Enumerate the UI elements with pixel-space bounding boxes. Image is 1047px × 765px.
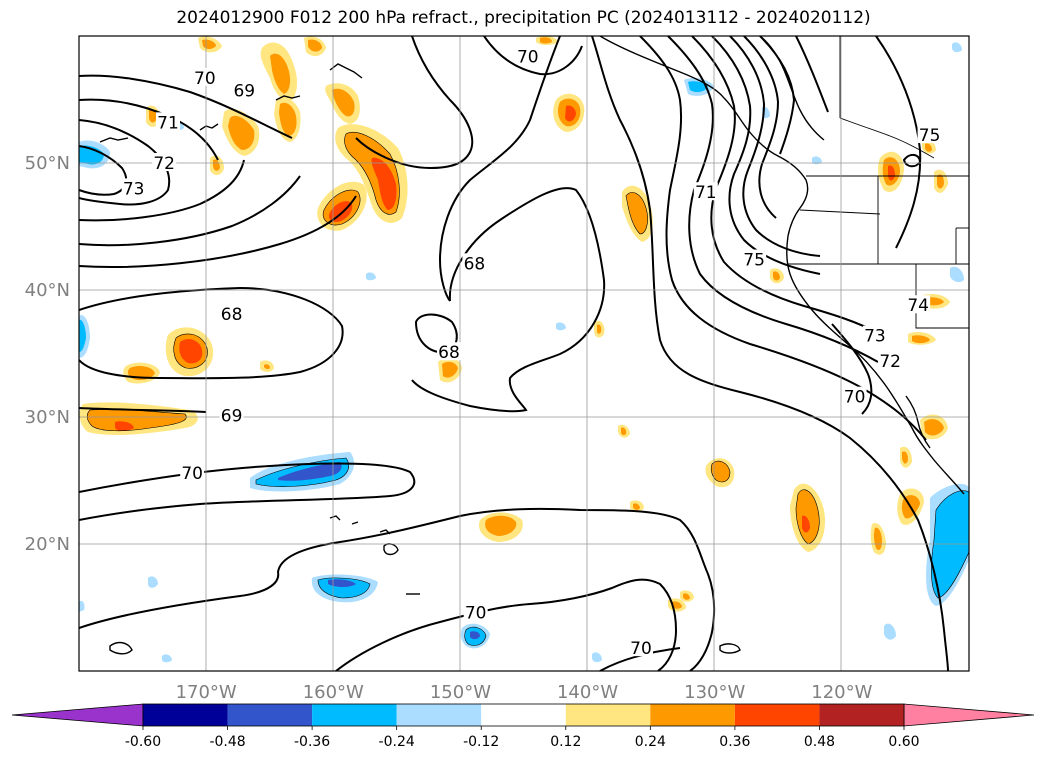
contour-label-background xyxy=(842,386,867,405)
contour-label-background xyxy=(515,46,540,65)
colorbar: -0.60 -0.48 -0.36 -0.24 -0.12 0.12 0.24 0.36 0.4… xyxy=(11,703,1035,750)
contour-value-label: 71 xyxy=(695,183,717,203)
contour-label-background xyxy=(463,602,488,621)
contour-value-label: 68 xyxy=(464,254,486,274)
colorbar-tick-label: -0.24 xyxy=(379,734,415,750)
contour-label-background xyxy=(232,80,257,99)
contour-label-background xyxy=(906,295,931,314)
contour-label-background xyxy=(917,125,942,144)
colorbar-segment xyxy=(396,704,482,726)
latitude-label: 20°N xyxy=(25,534,70,555)
colorbar-extend-low xyxy=(11,703,144,727)
contour-value-label: 75 xyxy=(743,251,765,271)
longitude-label: 150°W xyxy=(430,682,491,703)
contour-label-background xyxy=(219,405,244,424)
contour-value-label: 70 xyxy=(844,388,866,408)
map-frame xyxy=(78,35,970,672)
contour-value-label: 69 xyxy=(233,82,255,102)
colorbar-segment xyxy=(481,704,566,726)
contour-value-label: 70 xyxy=(181,464,203,484)
contour-value-label: 71 xyxy=(157,113,179,133)
longitude-label: 140°W xyxy=(557,682,618,703)
colorbar-tick-label: -0.36 xyxy=(294,734,330,750)
colorbar-segment xyxy=(734,704,820,726)
longitude-label: 130°W xyxy=(684,682,745,703)
longitude-label: 120°W xyxy=(811,682,872,703)
plot-title: 2024012900 F012 200 hPa refract., precip… xyxy=(176,8,871,28)
contour-label-background xyxy=(436,342,461,361)
colorbar-segment xyxy=(227,704,313,726)
longitude-label: 170°W xyxy=(176,682,237,703)
colorbar-segment xyxy=(565,704,651,726)
longitude-tick-labels: 170°W 160°W 150°W 140°W 130°W 120°W xyxy=(176,682,873,703)
contour-label-background xyxy=(219,304,244,323)
contour-value-label: 70 xyxy=(517,47,539,67)
contour-value-label: 70 xyxy=(465,604,487,624)
contour-value-label: 72 xyxy=(879,352,901,372)
contour-value-label: 75 xyxy=(919,126,941,146)
colorbar-tick-label: 0.60 xyxy=(888,734,919,750)
contour-label-background xyxy=(121,178,146,197)
contour-label-background xyxy=(628,638,653,657)
contour-value-label: 73 xyxy=(123,179,145,199)
colorbar-segment xyxy=(819,704,904,726)
colorbar-segment xyxy=(143,704,228,726)
colorbar-extend-high xyxy=(903,703,1035,727)
contour-value-label: 73 xyxy=(864,327,886,347)
contour-value-label: 70 xyxy=(194,69,216,89)
colorbar-tick-label: 0.24 xyxy=(635,734,666,750)
latitude-tick-labels: 20°N 30°N 40°N 50°N xyxy=(25,153,70,555)
precipitation-negative-shading xyxy=(79,42,969,663)
colorbar-tick-label: -0.48 xyxy=(209,734,245,750)
longitude-label: 160°W xyxy=(303,682,364,703)
contour-label-background xyxy=(693,182,718,201)
contour-label-background xyxy=(742,249,767,268)
contour-label-background xyxy=(180,462,205,481)
precipitation-outlines xyxy=(86,132,969,646)
colorbar-tick-label: -0.60 xyxy=(125,734,161,750)
colorbar-tick-label: 0.36 xyxy=(719,734,750,750)
contour-label-background xyxy=(462,253,487,272)
colorbar-segment xyxy=(650,704,735,726)
contour-value-label: 68 xyxy=(438,343,460,363)
colorbar-tick-label: 0.12 xyxy=(550,734,581,750)
contour-value-label: 70 xyxy=(630,639,652,659)
contour-label-background xyxy=(156,112,180,131)
contour-label-background xyxy=(192,67,217,86)
latitude-label: 30°N xyxy=(25,407,70,428)
colorbar-segment xyxy=(312,704,397,726)
map-area xyxy=(79,36,969,671)
contour-value-label: 69 xyxy=(221,407,243,427)
contour-labels: 70 69 71 72 73 70 68 68 68 69 70 70 70 71 75 75 74 73 72 70 xyxy=(121,46,942,659)
colorbar-tick-label: 0.48 xyxy=(804,734,835,750)
latitude-label: 50°N xyxy=(25,153,70,174)
colorbar-tick-label: -0.12 xyxy=(463,734,499,750)
colorbar-outline xyxy=(142,703,905,727)
contour-label-background xyxy=(152,153,177,171)
contour-value-label: 72 xyxy=(153,154,175,174)
refractivity-contours xyxy=(79,36,949,671)
contour-value-label: 74 xyxy=(907,296,929,316)
political-borders xyxy=(788,36,969,329)
contour-label-background xyxy=(862,325,887,344)
latitude-label: 40°N xyxy=(25,280,70,301)
contour-label-background xyxy=(878,351,903,370)
contour-value-label: 68 xyxy=(221,305,243,325)
